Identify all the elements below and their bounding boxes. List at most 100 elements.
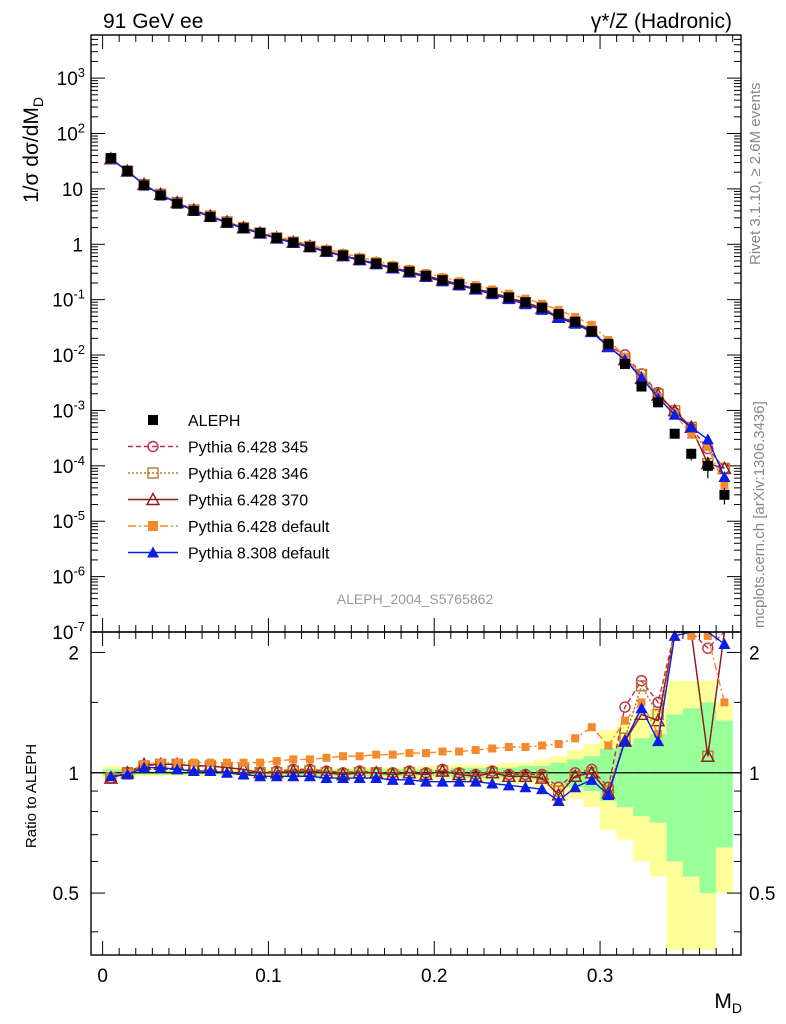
- x-tick-label: 0.1: [255, 966, 281, 987]
- ratio-point: [303, 770, 316, 782]
- ratio-point: [536, 783, 549, 795]
- ratio-point: [322, 753, 331, 762]
- x-axis-label: MD: [714, 990, 742, 1016]
- ratio-point: [270, 770, 283, 782]
- ratio-point: [635, 680, 648, 692]
- aleph-point: [420, 270, 431, 281]
- ratio-point: [587, 723, 596, 732]
- ratio-point: [121, 768, 134, 780]
- main-point: [635, 371, 648, 383]
- aleph-point: [304, 241, 315, 252]
- aleph-point: [702, 460, 713, 471]
- analysis-id: ALEPH_2004_S5765862: [337, 591, 494, 607]
- main-point: [703, 442, 712, 451]
- ratio-point: [504, 743, 513, 752]
- x-tick-label: 0: [97, 966, 108, 987]
- main-point: [687, 430, 696, 439]
- ratio-point: [339, 752, 348, 761]
- ratio-frame: [90, 631, 742, 956]
- main-point: [720, 481, 729, 490]
- aleph-point: [387, 262, 398, 273]
- ratio-point: [668, 629, 681, 641]
- ratio-tick-label: 1: [68, 764, 79, 785]
- ratio-point: [486, 777, 499, 789]
- legend-entry: ALEPH: [188, 413, 240, 430]
- legend-entry: Pythia 6.428 346: [188, 466, 308, 483]
- aleph-point: [537, 302, 548, 313]
- ratio-point: [604, 741, 613, 750]
- aleph-point: [139, 180, 150, 191]
- ratio-point: [154, 761, 167, 773]
- main-panel: 10-7 10-6 10-5 10-4 10-3 10-2 10-1 1 10 102 103: [52, 34, 741, 644]
- ratio-point: [239, 758, 248, 767]
- green-band: [633, 738, 650, 816]
- ratio-y-axis-label: Ratio to ALEPH: [23, 744, 40, 848]
- x-tick-label: 0.3: [587, 966, 613, 987]
- ratio-point: [287, 770, 300, 782]
- ratio-point: [455, 747, 464, 756]
- y-tick-label: 10-7: [52, 619, 85, 644]
- ratio-point: [602, 788, 615, 800]
- legend-marker: [148, 521, 158, 531]
- main-point: [701, 433, 714, 445]
- ratio-point: [305, 755, 314, 764]
- energy-label: 91 GeV ee: [103, 10, 203, 33]
- ratio-point: [569, 781, 582, 793]
- aleph-point: [487, 287, 498, 298]
- ratio-point: [619, 701, 631, 713]
- aleph-point: [172, 198, 183, 209]
- ratio-point: [104, 770, 117, 782]
- y-axis-label: 1/σ dσ/dMD: [20, 97, 46, 203]
- ratio-point: [438, 747, 447, 756]
- aleph-point: [205, 212, 216, 223]
- green-band: [716, 720, 733, 848]
- legend-marker: [148, 415, 158, 425]
- ratio-point: [187, 765, 200, 777]
- ratio-point: [370, 772, 383, 784]
- ratio-point: [453, 775, 466, 787]
- aleph-point: [470, 283, 481, 294]
- ratio-point: [204, 765, 217, 777]
- ratio-point: [388, 750, 397, 759]
- ratio-point: [189, 758, 198, 767]
- green-band: [699, 702, 717, 894]
- ratio-point: [654, 730, 663, 739]
- main-point: [668, 408, 681, 420]
- aleph-point: [221, 217, 232, 228]
- y-tick-label: 10-4: [52, 453, 85, 478]
- ratio-point: [703, 631, 712, 640]
- ratio-point: [403, 773, 416, 785]
- ratio-point: [521, 743, 530, 752]
- x-tick-label: 0.2: [421, 966, 447, 987]
- ratio-point: [173, 758, 182, 767]
- y-tick-label: 10-6: [52, 564, 85, 589]
- ratio-point: [138, 761, 151, 773]
- ratio-point: [405, 749, 414, 758]
- ratio-point: [502, 779, 515, 791]
- y-tick-label: 102: [57, 120, 85, 145]
- ratio-line-4: [110, 631, 726, 777]
- ratio-point: [237, 768, 250, 780]
- main-frame: [90, 34, 742, 633]
- y-tick-label: 10-2: [52, 342, 85, 367]
- ratio-point: [635, 702, 648, 714]
- axes-frame: 0 0.1 0.2 0.3: [90, 34, 742, 987]
- legend-entry: Pythia 8.308 default: [188, 546, 330, 563]
- ratio-point: [222, 758, 231, 767]
- aleph-point: [503, 292, 514, 303]
- ratio-point: [289, 755, 298, 764]
- ratio-point: [571, 734, 580, 743]
- legend-marker: [147, 546, 159, 558]
- y-tick-label: 10-1: [52, 287, 85, 312]
- legend-marker: [145, 492, 161, 506]
- aleph-point: [105, 153, 116, 164]
- green-band: [666, 714, 683, 862]
- aleph-point: [603, 338, 614, 349]
- y-tick-label: 103: [57, 65, 85, 90]
- ratio-point: [220, 766, 233, 778]
- main-line-4: [110, 157, 726, 486]
- ratio-point: [337, 772, 350, 784]
- aleph-point: [238, 223, 249, 234]
- aleph-point: [454, 279, 465, 290]
